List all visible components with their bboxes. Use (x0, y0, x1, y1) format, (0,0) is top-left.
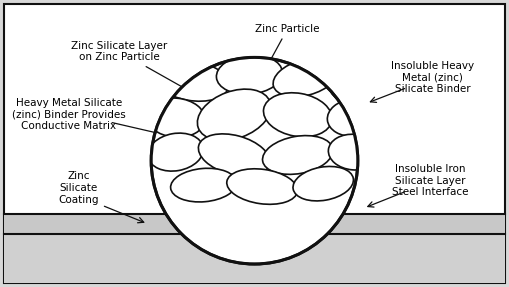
Ellipse shape (273, 58, 337, 97)
Ellipse shape (293, 166, 353, 201)
Ellipse shape (264, 93, 332, 137)
Ellipse shape (216, 55, 282, 94)
Ellipse shape (338, 107, 369, 129)
Ellipse shape (332, 103, 375, 133)
Ellipse shape (223, 59, 276, 90)
Text: Zinc
Silicate
Coating: Zinc Silicate Coating (59, 171, 99, 205)
Ellipse shape (146, 98, 205, 137)
Circle shape (152, 58, 357, 263)
Text: Zinc Silicate Layer
on Zinc Particle: Zinc Silicate Layer on Zinc Particle (71, 41, 195, 94)
Ellipse shape (278, 102, 318, 128)
Ellipse shape (279, 62, 331, 93)
Bar (4, 234, 505, 283)
Text: Insoluble Iron
Silicate Layer
Steel Interface: Insoluble Iron Silicate Layer Steel Inte… (392, 164, 468, 197)
Ellipse shape (148, 133, 204, 171)
Ellipse shape (230, 63, 269, 86)
Ellipse shape (158, 106, 193, 129)
Ellipse shape (169, 68, 213, 92)
Ellipse shape (263, 135, 333, 174)
Ellipse shape (227, 169, 297, 204)
Ellipse shape (277, 144, 318, 166)
Ellipse shape (213, 100, 256, 130)
Ellipse shape (184, 175, 223, 195)
Ellipse shape (234, 172, 291, 201)
Ellipse shape (206, 138, 263, 172)
Ellipse shape (213, 143, 255, 167)
Ellipse shape (339, 142, 369, 162)
Ellipse shape (327, 99, 380, 136)
Circle shape (151, 57, 358, 264)
Ellipse shape (242, 176, 282, 197)
Ellipse shape (287, 66, 324, 89)
Ellipse shape (299, 170, 347, 197)
Ellipse shape (152, 102, 199, 133)
Ellipse shape (270, 139, 326, 170)
Ellipse shape (340, 76, 368, 96)
Ellipse shape (333, 138, 374, 166)
Ellipse shape (153, 137, 198, 167)
Ellipse shape (159, 141, 192, 163)
Ellipse shape (270, 97, 325, 132)
Ellipse shape (153, 59, 229, 101)
Ellipse shape (197, 89, 271, 140)
Text: Heavy Metal Silicate
(zinc) Binder Provides
Conductive Matrix: Heavy Metal Silicate (zinc) Binder Provi… (12, 98, 126, 131)
Ellipse shape (328, 134, 379, 170)
Bar (4, 214, 505, 234)
Ellipse shape (329, 69, 378, 103)
Ellipse shape (334, 73, 373, 99)
Text: Insoluble Heavy
Metal (zinc)
Silicate Binder: Insoluble Heavy Metal (zinc) Silicate Bi… (391, 61, 474, 94)
Ellipse shape (205, 94, 264, 135)
Ellipse shape (306, 174, 341, 194)
Ellipse shape (177, 172, 230, 199)
Ellipse shape (171, 168, 237, 202)
Ellipse shape (199, 134, 270, 176)
Ellipse shape (161, 64, 221, 97)
Text: Zinc Particle: Zinc Particle (256, 24, 320, 62)
